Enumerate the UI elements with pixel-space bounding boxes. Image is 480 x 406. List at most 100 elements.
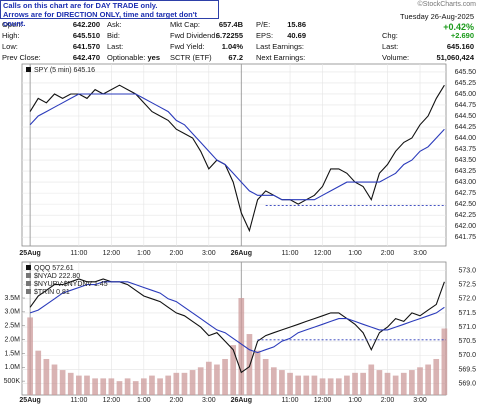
volume-bar <box>409 370 415 395</box>
y-tick-label: 644.25 <box>455 124 477 131</box>
note-line: Arrows are for DIRECTION ONLY, time and … <box>3 10 198 28</box>
volume-bar <box>368 364 375 395</box>
note-line: Calls on this chart are for DAY TRADE on… <box>3 1 158 10</box>
volume-bar <box>132 381 139 395</box>
volume-bar <box>384 372 391 395</box>
y2-tick-label: 500K <box>4 378 21 385</box>
y-tick-label: 643.25 <box>455 168 477 175</box>
volume-bar <box>165 375 172 395</box>
y-tick-label: 645.50 <box>455 69 477 76</box>
volume-bar <box>149 375 155 395</box>
y2-tick-label: 2.5M <box>4 323 20 330</box>
quote-value: 641.570 <box>72 42 100 51</box>
x-tick-label: 1:00 <box>137 250 151 257</box>
volume-bar <box>441 328 448 395</box>
y-tick-label: 569.0 <box>458 381 476 388</box>
quote-value: 67.2 <box>228 53 243 62</box>
volume-bar <box>246 334 253 395</box>
y-tick-label: 572.0 <box>458 296 476 303</box>
y-tick-label: 572.5 <box>458 281 476 288</box>
x-tick-label: 2:00 <box>381 250 395 257</box>
legend-swatch <box>26 273 31 278</box>
y-tick-label: 642.00 <box>455 223 477 230</box>
y-tick-label: 569.5 <box>458 366 476 373</box>
stat-label: Chg: <box>382 31 398 40</box>
x-tick-label: 12:00 <box>314 397 332 404</box>
volume-bar <box>108 378 115 395</box>
x-tick-label: 1:00 <box>137 397 151 404</box>
quote-value: 642.200 <box>72 20 100 29</box>
quote-value: yes <box>147 53 160 62</box>
volume-bar <box>92 378 98 395</box>
x-tick-label: 11:00 <box>70 397 87 404</box>
stat-label: Last: <box>382 42 399 51</box>
y-tick-label: 573.0 <box>458 267 476 274</box>
legend-swatch <box>26 289 31 294</box>
volume-bar <box>344 375 350 395</box>
x-tick-label: 3:00 <box>413 250 427 257</box>
quote-label: Last Earnings: <box>256 42 304 51</box>
volume-bar <box>181 372 188 395</box>
volume-bar <box>335 378 342 395</box>
x-tick-label: 1:00 <box>348 397 362 404</box>
x-tick-label: 12:00 <box>103 250 121 257</box>
y-tick-label: 642.75 <box>455 190 477 197</box>
panel <box>21 63 447 247</box>
quote-label: SCTR (ETF) <box>170 53 212 62</box>
y-tick-label: 643.75 <box>455 146 477 153</box>
y2-tick-label: 1.0M <box>4 364 20 371</box>
volume-bar <box>205 361 212 395</box>
volume-bar <box>262 358 269 395</box>
y-tick-label: 644.00 <box>455 135 477 142</box>
x-tick-label: 26Aug <box>231 397 252 404</box>
volume-bar <box>43 358 50 395</box>
volume-bar <box>230 345 237 395</box>
quote-label: Mkt Cap: <box>170 20 201 29</box>
volume-bar <box>140 378 147 395</box>
volume-bar <box>35 350 42 395</box>
volume-bar <box>197 367 204 395</box>
quote-label: EPS: <box>256 31 274 40</box>
volume-bar <box>319 378 326 395</box>
change-pct: +0.42% <box>443 22 474 32</box>
x-tick-label: 25Aug <box>19 250 40 257</box>
y-tick-label: 643.00 <box>455 179 477 186</box>
legend-entry: $NYUPV:$NYDNV 1.45 <box>34 281 108 288</box>
volume-bar <box>287 372 293 395</box>
price-line <box>29 84 445 233</box>
legend-entry: SPY (5 min) 645.16 <box>34 67 95 74</box>
quote-value: 40.69 <box>287 31 306 40</box>
stat-value: 645.160 <box>446 42 474 51</box>
quote-label: Fwd Yield: <box>170 42 205 51</box>
legend-swatch <box>26 281 31 286</box>
moving-average <box>29 93 445 201</box>
quote-value: 642.470 <box>72 53 100 62</box>
x-tick-label: 26Aug <box>231 250 252 257</box>
volume-bar <box>173 372 180 395</box>
y-tick-label: 642.50 <box>455 201 477 208</box>
volume-bar <box>84 375 90 395</box>
date: Tuesday 26-Aug-2025 <box>400 12 474 21</box>
legend-entry: $TRIN 0.81 <box>34 289 70 296</box>
y-tick-label: 643.50 <box>455 157 477 164</box>
volume-bar <box>222 358 228 395</box>
x-tick-label: 11:00 <box>282 397 299 404</box>
quote-label: Bid: <box>107 31 120 40</box>
quote-label: High: <box>2 31 20 40</box>
volume-bar <box>376 370 383 395</box>
y2-tick-label: 3.5M <box>4 295 20 302</box>
legend-swatch <box>26 67 31 72</box>
volume-bar <box>124 378 131 395</box>
volume-bar <box>400 372 407 395</box>
moving-average <box>29 281 445 354</box>
legend-entry: $NYAD 222.80 <box>34 273 80 280</box>
y-tick-label: 641.75 <box>455 234 477 241</box>
volume-bar <box>295 375 302 395</box>
y-tick-label: 644.75 <box>455 102 477 109</box>
y-tick-label: 644.50 <box>455 113 477 120</box>
x-tick-label: 12:00 <box>314 250 332 257</box>
x-tick-label: 25Aug <box>19 397 40 404</box>
quote-value: 6.72255 <box>215 31 243 40</box>
quote-value: 657.4B <box>218 20 243 29</box>
